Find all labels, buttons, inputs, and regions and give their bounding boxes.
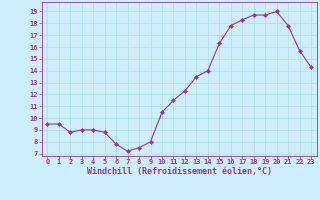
X-axis label: Windchill (Refroidissement éolien,°C): Windchill (Refroidissement éolien,°C) [87, 167, 272, 176]
